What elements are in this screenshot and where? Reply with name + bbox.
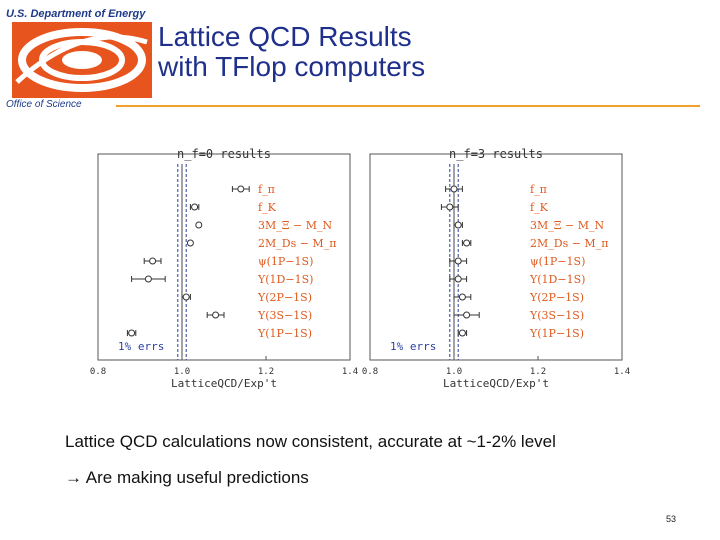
point-label: 2M_Ds − M_π bbox=[258, 237, 336, 250]
x-tick-label: 1.2 bbox=[258, 367, 274, 377]
body-line-1: Lattice QCD calculations now consistent,… bbox=[65, 432, 556, 451]
x-tick-label: 1.4 bbox=[614, 367, 630, 377]
chart-title: n_f=0 results bbox=[177, 147, 271, 161]
point-label: Υ(1P−1S) bbox=[529, 327, 584, 340]
slide-title-line1: Lattice QCD Results bbox=[158, 21, 412, 52]
point-label: Υ(1D−1S) bbox=[257, 273, 313, 286]
x-tick-label: 0.8 bbox=[362, 367, 378, 377]
data-point bbox=[186, 239, 194, 247]
plot-frame bbox=[369, 153, 623, 361]
data-point bbox=[446, 203, 454, 211]
data-point bbox=[128, 329, 136, 337]
slide-title-line2: with TFlop computers bbox=[158, 51, 426, 82]
data-point bbox=[195, 221, 203, 229]
error-band-label: 1% errs bbox=[390, 340, 436, 353]
point-label: 2M_Ds − M_π bbox=[530, 237, 608, 250]
body-line-2-text: Are making useful predictions bbox=[85, 468, 309, 487]
data-point bbox=[463, 239, 471, 247]
data-point bbox=[212, 311, 220, 319]
slide-title: Lattice QCD Results with TFlop computers bbox=[158, 22, 425, 82]
data-point bbox=[191, 203, 199, 211]
point-label: Υ(3S−1S) bbox=[529, 309, 584, 322]
data-point bbox=[450, 185, 458, 193]
point-label: Υ(2P−1S) bbox=[529, 291, 584, 304]
point-label: f_π bbox=[530, 183, 547, 196]
point-label: Υ(3S−1S) bbox=[257, 309, 312, 322]
x-tick-label: 0.8 bbox=[90, 367, 106, 377]
point-label: f_π bbox=[258, 183, 275, 196]
x-tick-label: 1.4 bbox=[342, 367, 358, 377]
data-point bbox=[454, 275, 462, 283]
department-label: U.S. Department of Energy bbox=[6, 8, 146, 20]
chart-nf3: n_f=3 results 1% errs 0.8 1.0 1.2 1.4 LatticeQ… bbox=[362, 147, 630, 390]
office-label: Office of Science bbox=[6, 99, 84, 110]
data-point bbox=[149, 257, 157, 265]
point-label: Υ(1P−1S) bbox=[257, 327, 312, 340]
chart-nf0: n_f=0 results 1% errs 0.8 1.0 1.2 1.4 LatticeQ… bbox=[90, 147, 358, 390]
point-label: ψ(1P−1S) bbox=[530, 255, 585, 268]
x-tick-label: 1.0 bbox=[174, 367, 190, 377]
error-band-label: 1% errs bbox=[118, 340, 164, 353]
arrow-icon: → bbox=[65, 468, 82, 487]
point-label: f_K bbox=[258, 201, 277, 214]
x-tick-label: 1.0 bbox=[446, 367, 462, 377]
x-axis-label: LatticeQCD/Exp't bbox=[171, 377, 277, 390]
chart-title: n_f=3 results bbox=[449, 147, 543, 161]
point-label: 3M_Ξ − M_N bbox=[258, 219, 332, 232]
point-label: Υ(2P−1S) bbox=[257, 291, 312, 304]
data-point bbox=[182, 293, 190, 301]
plot-frame bbox=[97, 153, 351, 361]
data-point bbox=[458, 329, 466, 337]
point-label: f_K bbox=[530, 201, 549, 214]
data-point bbox=[144, 275, 152, 283]
data-point bbox=[463, 311, 471, 319]
page-number: 53 bbox=[666, 514, 677, 524]
point-label: ψ(1P−1S) bbox=[258, 255, 313, 268]
doe-logo bbox=[12, 22, 152, 98]
header-rule bbox=[116, 105, 700, 107]
data-point bbox=[458, 293, 466, 301]
data-point bbox=[454, 257, 462, 265]
x-axis-label: LatticeQCD/Exp't bbox=[443, 377, 549, 390]
data-point bbox=[454, 221, 462, 229]
point-label: Υ(1D−1S) bbox=[529, 273, 585, 286]
x-tick-label: 1.2 bbox=[530, 367, 546, 377]
body-line-2: → Are making useful predictions bbox=[65, 468, 309, 488]
data-point bbox=[237, 185, 245, 193]
point-label: 3M_Ξ − M_N bbox=[530, 219, 604, 232]
